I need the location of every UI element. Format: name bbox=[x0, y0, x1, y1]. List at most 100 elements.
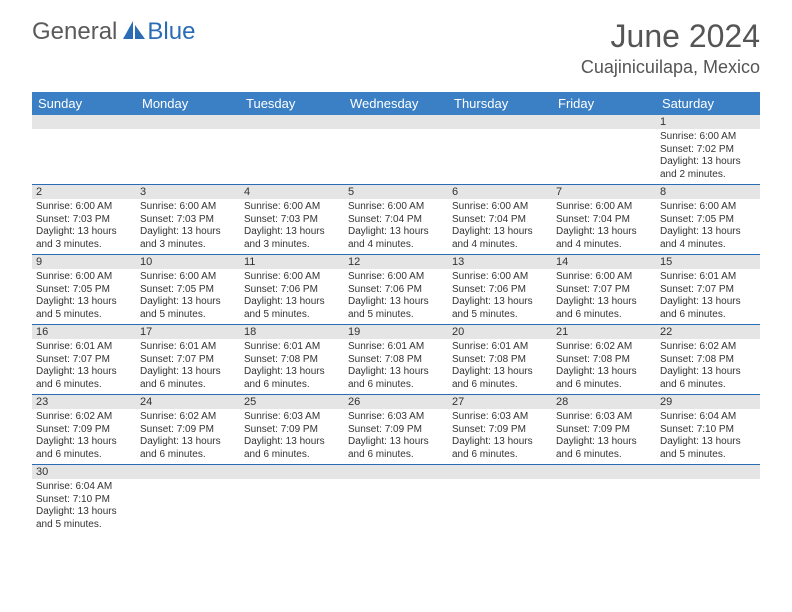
logo: General Blue bbox=[32, 18, 195, 46]
day-number bbox=[136, 115, 240, 129]
day-number: 11 bbox=[240, 255, 344, 269]
day-cell: Sunrise: 6:00 AMSunset: 7:05 PMDaylight:… bbox=[136, 269, 240, 324]
day-number: 29 bbox=[656, 395, 760, 409]
day-number: 22 bbox=[656, 325, 760, 339]
day-cell bbox=[344, 479, 448, 534]
day-number: 3 bbox=[136, 185, 240, 199]
day-header: Saturday bbox=[656, 92, 760, 115]
day-number-row: 23242526272829 bbox=[32, 395, 760, 409]
day-number bbox=[136, 465, 240, 479]
week-row: Sunrise: 6:02 AMSunset: 7:09 PMDaylight:… bbox=[32, 409, 760, 465]
day-cell: Sunrise: 6:00 AMSunset: 7:04 PMDaylight:… bbox=[448, 199, 552, 254]
day-cell bbox=[136, 129, 240, 184]
day-cell: Sunrise: 6:00 AMSunset: 7:03 PMDaylight:… bbox=[136, 199, 240, 254]
day-number-row: 30 bbox=[32, 465, 760, 479]
day-cell: Sunrise: 6:01 AMSunset: 7:07 PMDaylight:… bbox=[32, 339, 136, 394]
day-cell: Sunrise: 6:00 AMSunset: 7:05 PMDaylight:… bbox=[656, 199, 760, 254]
day-number: 14 bbox=[552, 255, 656, 269]
day-cell: Sunrise: 6:02 AMSunset: 7:08 PMDaylight:… bbox=[656, 339, 760, 394]
day-cell: Sunrise: 6:03 AMSunset: 7:09 PMDaylight:… bbox=[448, 409, 552, 464]
day-cell: Sunrise: 6:03 AMSunset: 7:09 PMDaylight:… bbox=[344, 409, 448, 464]
day-number: 26 bbox=[344, 395, 448, 409]
day-cell: Sunrise: 6:03 AMSunset: 7:09 PMDaylight:… bbox=[552, 409, 656, 464]
day-number: 21 bbox=[552, 325, 656, 339]
day-cell: Sunrise: 6:00 AMSunset: 7:04 PMDaylight:… bbox=[552, 199, 656, 254]
day-number: 24 bbox=[136, 395, 240, 409]
day-cell bbox=[552, 479, 656, 534]
day-cell: Sunrise: 6:02 AMSunset: 7:08 PMDaylight:… bbox=[552, 339, 656, 394]
day-number: 9 bbox=[32, 255, 136, 269]
week-row: Sunrise: 6:01 AMSunset: 7:07 PMDaylight:… bbox=[32, 339, 760, 395]
day-number bbox=[552, 115, 656, 129]
day-header: Wednesday bbox=[344, 92, 448, 115]
day-header: Monday bbox=[136, 92, 240, 115]
day-cell: Sunrise: 6:01 AMSunset: 7:08 PMDaylight:… bbox=[240, 339, 344, 394]
day-number bbox=[344, 465, 448, 479]
day-number: 7 bbox=[552, 185, 656, 199]
sail-icon bbox=[121, 19, 147, 46]
day-cell bbox=[448, 129, 552, 184]
day-header: Sunday bbox=[32, 92, 136, 115]
day-cell: Sunrise: 6:00 AMSunset: 7:06 PMDaylight:… bbox=[448, 269, 552, 324]
day-cell: Sunrise: 6:02 AMSunset: 7:09 PMDaylight:… bbox=[32, 409, 136, 464]
week-row: Sunrise: 6:00 AMSunset: 7:05 PMDaylight:… bbox=[32, 269, 760, 325]
calendar: Sunday Monday Tuesday Wednesday Thursday… bbox=[32, 92, 760, 534]
week-row: Sunrise: 6:00 AMSunset: 7:03 PMDaylight:… bbox=[32, 199, 760, 255]
day-cell bbox=[136, 479, 240, 534]
day-number: 30 bbox=[32, 465, 136, 479]
day-header: Thursday bbox=[448, 92, 552, 115]
day-number: 5 bbox=[344, 185, 448, 199]
day-number bbox=[240, 115, 344, 129]
day-number: 1 bbox=[656, 115, 760, 129]
day-cell: Sunrise: 6:03 AMSunset: 7:09 PMDaylight:… bbox=[240, 409, 344, 464]
logo-text-blue: Blue bbox=[147, 18, 195, 46]
day-number bbox=[32, 115, 136, 129]
day-cell: Sunrise: 6:00 AMSunset: 7:03 PMDaylight:… bbox=[32, 199, 136, 254]
day-cell: Sunrise: 6:04 AMSunset: 7:10 PMDaylight:… bbox=[656, 409, 760, 464]
day-number: 8 bbox=[656, 185, 760, 199]
day-cell bbox=[240, 129, 344, 184]
day-cell: Sunrise: 6:00 AMSunset: 7:04 PMDaylight:… bbox=[344, 199, 448, 254]
day-number-row: 1 bbox=[32, 115, 760, 129]
day-cell: Sunrise: 6:00 AMSunset: 7:05 PMDaylight:… bbox=[32, 269, 136, 324]
day-cell: Sunrise: 6:00 AMSunset: 7:06 PMDaylight:… bbox=[344, 269, 448, 324]
day-number: 17 bbox=[136, 325, 240, 339]
day-number-row: 2345678 bbox=[32, 185, 760, 199]
day-number: 15 bbox=[656, 255, 760, 269]
day-number: 27 bbox=[448, 395, 552, 409]
day-number: 12 bbox=[344, 255, 448, 269]
day-cell bbox=[656, 479, 760, 534]
logo-text-general: General bbox=[32, 18, 117, 46]
day-cell bbox=[344, 129, 448, 184]
day-number: 13 bbox=[448, 255, 552, 269]
day-number bbox=[344, 115, 448, 129]
day-headers-row: Sunday Monday Tuesday Wednesday Thursday… bbox=[32, 92, 760, 115]
day-number: 20 bbox=[448, 325, 552, 339]
day-number: 10 bbox=[136, 255, 240, 269]
day-number bbox=[448, 115, 552, 129]
header: General Blue June 2024 Cuajinicuilapa, M… bbox=[0, 0, 792, 86]
day-number: 23 bbox=[32, 395, 136, 409]
day-cell bbox=[552, 129, 656, 184]
day-number: 16 bbox=[32, 325, 136, 339]
day-number-row: 9101112131415 bbox=[32, 255, 760, 269]
day-cell: Sunrise: 6:01 AMSunset: 7:07 PMDaylight:… bbox=[656, 269, 760, 324]
day-number bbox=[552, 465, 656, 479]
day-cell bbox=[32, 129, 136, 184]
day-cell bbox=[448, 479, 552, 534]
day-number bbox=[240, 465, 344, 479]
day-number: 25 bbox=[240, 395, 344, 409]
week-row: Sunrise: 6:04 AMSunset: 7:10 PMDaylight:… bbox=[32, 479, 760, 534]
day-number: 6 bbox=[448, 185, 552, 199]
day-number: 28 bbox=[552, 395, 656, 409]
day-cell bbox=[240, 479, 344, 534]
title-block: June 2024 Cuajinicuilapa, Mexico bbox=[581, 18, 760, 78]
day-cell: Sunrise: 6:02 AMSunset: 7:09 PMDaylight:… bbox=[136, 409, 240, 464]
location-subtitle: Cuajinicuilapa, Mexico bbox=[581, 57, 760, 78]
day-number bbox=[448, 465, 552, 479]
day-cell: Sunrise: 6:01 AMSunset: 7:07 PMDaylight:… bbox=[136, 339, 240, 394]
page-title: June 2024 bbox=[581, 18, 760, 55]
weeks-container: 1 Sunrise: 6:00 AMSunset: 7:02 PMDayligh… bbox=[32, 115, 760, 534]
day-number: 4 bbox=[240, 185, 344, 199]
day-number: 19 bbox=[344, 325, 448, 339]
